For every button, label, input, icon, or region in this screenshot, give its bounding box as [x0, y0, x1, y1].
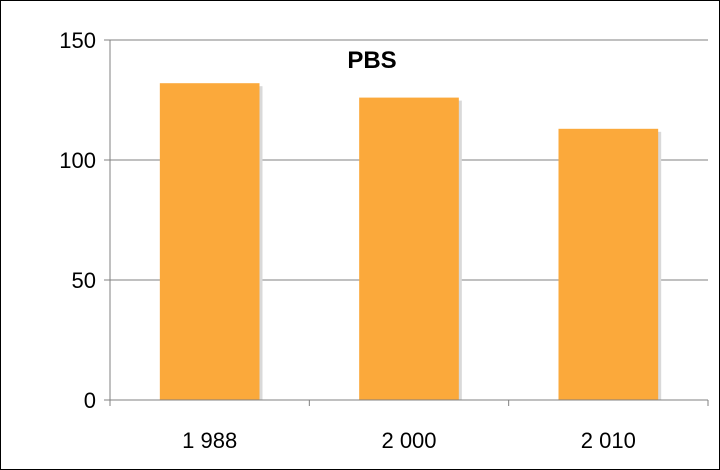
- y-tick-label: 150: [59, 28, 96, 53]
- bar-2000: [359, 97, 459, 400]
- bar-2010: [558, 128, 659, 401]
- bar-1988: [159, 83, 260, 400]
- y-tick-label: 0: [84, 388, 96, 413]
- chart-title: PBS: [347, 47, 396, 74]
- x-tick-label: 2 000: [381, 428, 436, 453]
- axes: [104, 39, 709, 406]
- x-tick-label: 2 010: [581, 428, 636, 453]
- x-tick-label: 1 988: [182, 428, 237, 453]
- y-tick-label: 100: [59, 148, 96, 173]
- y-tick-label: 50: [72, 268, 96, 293]
- tick-labels: 0 50 100 150 1 988 2 000 2 010: [59, 28, 636, 453]
- bars: [159, 83, 662, 401]
